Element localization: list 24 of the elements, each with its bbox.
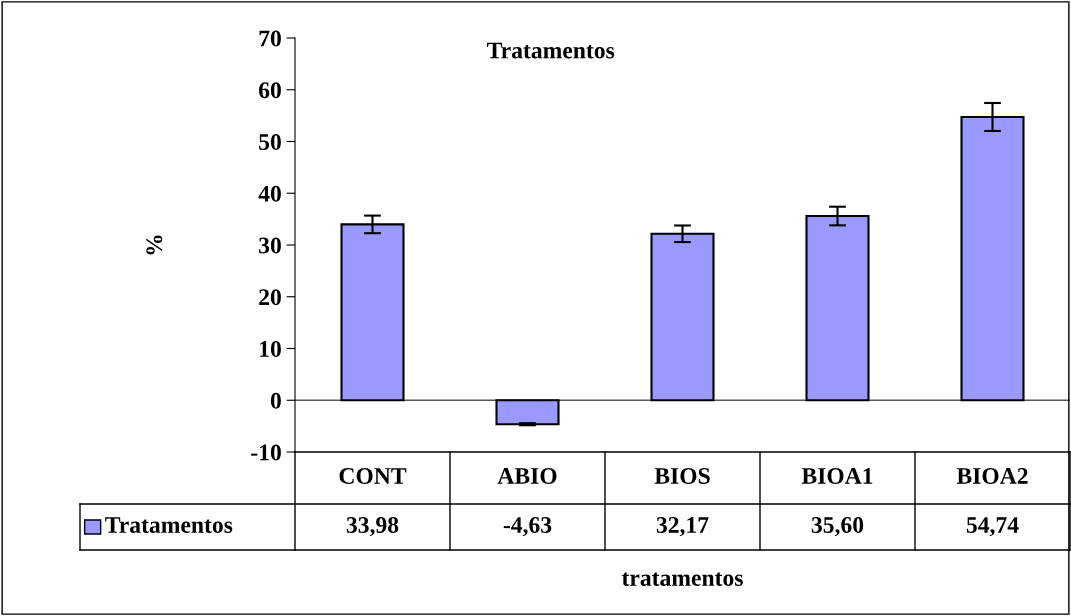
x-tick-label: BIOS [654,468,710,484]
x-axis-title: tratamentos [621,572,743,586]
data-label: 54,74 [966,517,1019,537]
y-tick-label: 70 [259,30,281,47]
data-label: 33,98 [346,516,399,537]
chart-title: Tratamentos [487,42,615,59]
x-tick-label: CONT [339,468,407,484]
y-tick-label: 30 [259,237,281,254]
data-label: 32,17 [656,517,709,537]
x-tick-label: ABIO [497,468,557,484]
y-tick-label: 20 [259,289,281,306]
y-tick-label: 0 [270,392,281,409]
y-tick-label: 60 [259,82,281,99]
legend-label: Tratamentos [105,517,233,533]
y-tick-label: -10 [251,444,281,461]
data-label: 35,60 [811,516,864,537]
bar [495,399,560,426]
y-tick-label: 40 [258,185,281,202]
y-axis-title: % [146,235,163,255]
y-tick-label: 10 [260,340,281,357]
y-tick-label: 50 [259,133,281,150]
x-tick-label: BIOA1 [801,468,873,484]
data-label: -4,63 [503,517,552,537]
x-tick-label: BIOA2 [956,468,1028,484]
